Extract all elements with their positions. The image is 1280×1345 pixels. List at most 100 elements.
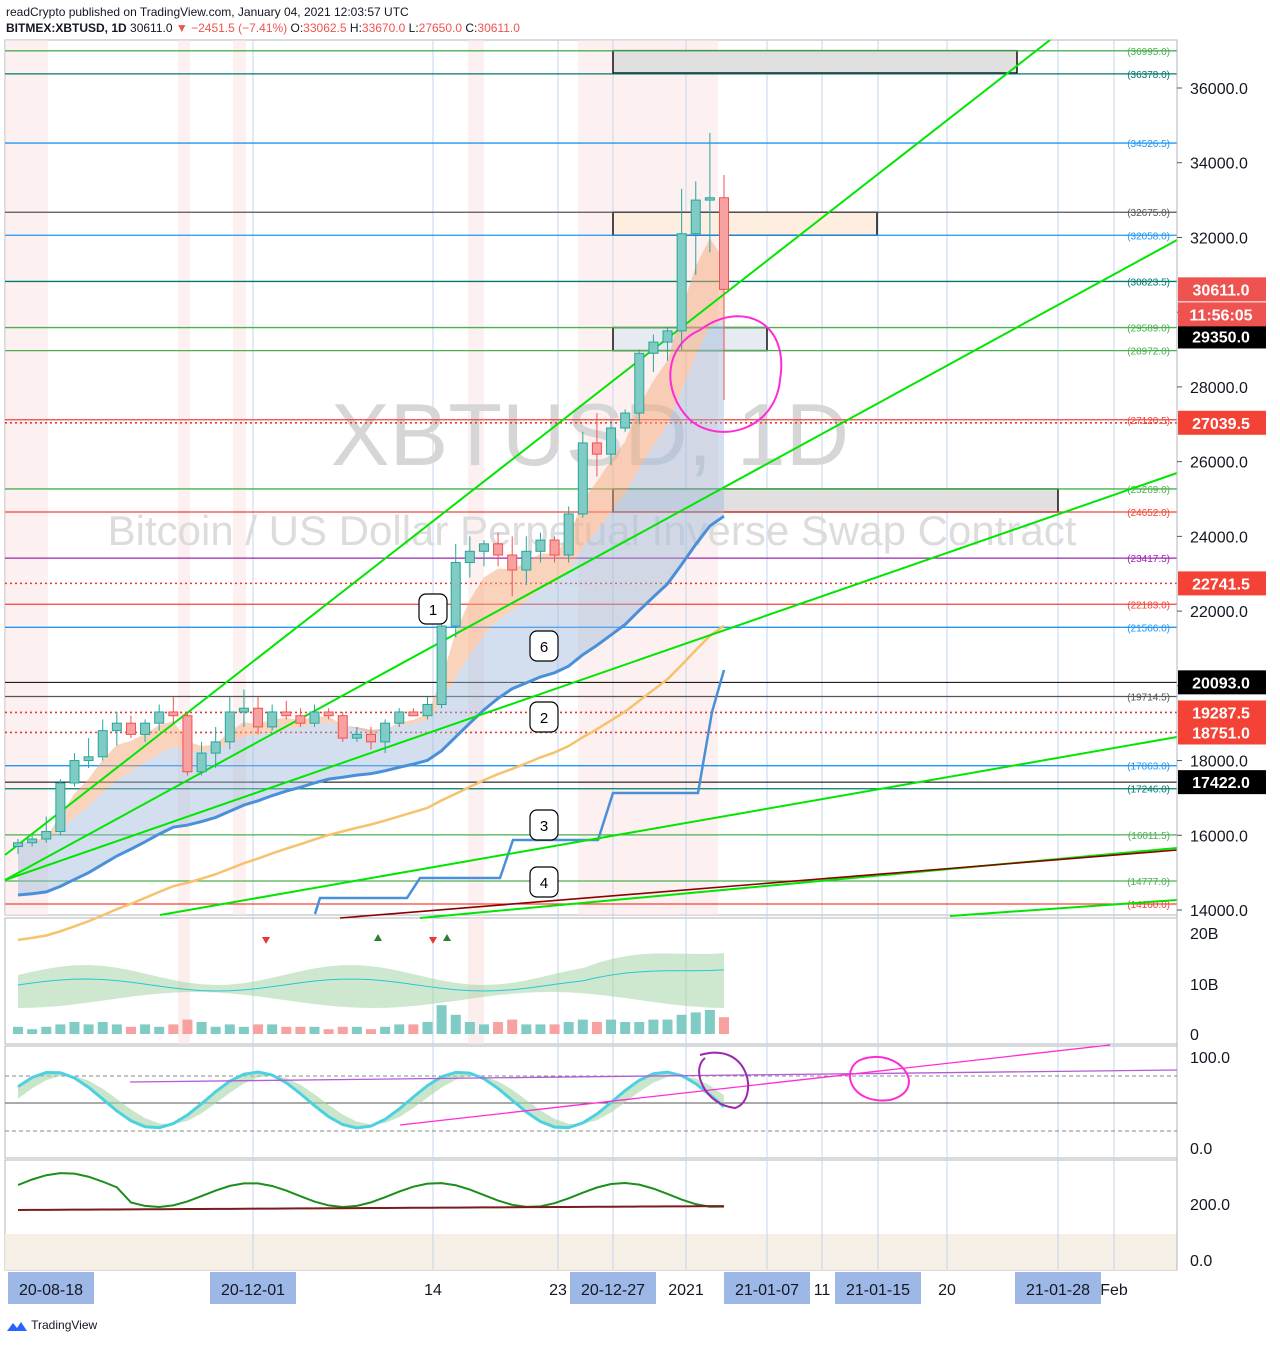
blue-ma-line[interactable] <box>17 514 725 897</box>
volume-bar[interactable] <box>210 1026 221 1034</box>
candle[interactable] <box>690 199 701 235</box>
volume-bar[interactable] <box>563 1022 574 1034</box>
price-tag[interactable] <box>1178 770 1266 795</box>
candle[interactable] <box>83 756 94 762</box>
volume-bar[interactable] <box>309 1026 320 1034</box>
candle[interactable] <box>125 722 136 735</box>
candle[interactable] <box>168 711 179 717</box>
volume-bar[interactable] <box>253 1024 264 1034</box>
volume-bar[interactable] <box>168 1024 179 1034</box>
volume-bar[interactable] <box>676 1014 687 1034</box>
volume-bar[interactable] <box>464 1022 475 1034</box>
time-highlight-tag[interactable] <box>835 1272 921 1304</box>
stoch-magenta-trendline[interactable] <box>399 1044 1111 1126</box>
volume-bar[interactable] <box>27 1029 38 1034</box>
candle[interactable] <box>676 233 687 332</box>
volume-bar[interactable] <box>648 1019 659 1034</box>
top-zone[interactable] <box>612 49 1018 74</box>
volume-bar[interactable] <box>478 1024 489 1034</box>
candle[interactable] <box>563 513 574 556</box>
volume-bar[interactable] <box>521 1024 532 1034</box>
candle[interactable] <box>41 831 52 840</box>
candle[interactable] <box>507 554 518 571</box>
candle[interactable] <box>394 711 405 724</box>
candle[interactable] <box>450 562 461 627</box>
volume-bar[interactable] <box>591 1022 602 1034</box>
price-tag[interactable] <box>1178 700 1266 725</box>
volume-bar[interactable] <box>196 1022 207 1034</box>
cci-line[interactable] <box>17 1172 725 1208</box>
volume-bar[interactable] <box>323 1029 334 1034</box>
candle[interactable] <box>154 711 165 724</box>
candle[interactable] <box>521 550 532 571</box>
stoch-k-line[interactable] <box>17 1070 725 1130</box>
wave-label-box[interactable] <box>418 593 448 625</box>
candle[interactable] <box>493 543 504 556</box>
candle[interactable] <box>620 412 631 429</box>
volume-bar[interactable] <box>351 1026 362 1034</box>
cci-signal-line[interactable] <box>17 1205 725 1211</box>
candle[interactable] <box>309 711 320 724</box>
candle[interactable] <box>380 722 391 743</box>
stoch-circle-annotation[interactable] <box>698 1051 750 1110</box>
volume-bar[interactable] <box>295 1026 306 1034</box>
price-tag[interactable] <box>1178 324 1266 349</box>
candle[interactable] <box>27 838 38 844</box>
candle[interactable] <box>366 733 376 743</box>
candle[interactable] <box>591 442 602 455</box>
time-highlight-tag[interactable] <box>210 1272 296 1304</box>
volume-bar[interactable] <box>55 1024 66 1034</box>
price-tag[interactable] <box>1178 571 1266 596</box>
dark-red-trendline[interactable] <box>339 849 1178 919</box>
candle[interactable] <box>337 715 348 739</box>
green-trendline[interactable] <box>159 736 1178 916</box>
volume-bar[interactable] <box>41 1026 52 1034</box>
candle[interactable] <box>436 625 447 706</box>
candle[interactable] <box>224 711 235 743</box>
candle[interactable] <box>140 722 151 735</box>
volume-bar[interactable] <box>267 1024 278 1034</box>
wave-label-box[interactable] <box>529 630 559 662</box>
price-tag[interactable] <box>1178 670 1266 695</box>
volume-bar[interactable] <box>662 1019 673 1034</box>
volume-bar[interactable] <box>634 1022 645 1034</box>
candle[interactable] <box>719 197 729 290</box>
volume-bar[interactable] <box>535 1024 546 1034</box>
time-highlight-tag[interactable] <box>1015 1272 1101 1304</box>
candle[interactable] <box>577 442 588 515</box>
candle[interactable] <box>55 782 66 833</box>
candle[interactable] <box>281 711 292 717</box>
orange-ma-line[interactable] <box>17 624 725 942</box>
green-trendline[interactable] <box>949 899 1178 917</box>
stoch-circle-annotation[interactable] <box>849 1056 910 1102</box>
price-axis[interactable] <box>1177 40 1280 1270</box>
candle[interactable] <box>253 707 264 728</box>
candle[interactable] <box>634 352 645 414</box>
candle[interactable] <box>351 733 362 739</box>
candle[interactable] <box>295 715 306 724</box>
volume-bar[interactable] <box>69 1022 80 1034</box>
volume-bar[interactable] <box>281 1026 292 1034</box>
volume-bar[interactable] <box>154 1026 165 1034</box>
volume-bar[interactable] <box>337 1026 348 1034</box>
stoch-trendline[interactable] <box>129 1069 1178 1083</box>
volume-bar[interactable] <box>380 1026 391 1034</box>
wave-label-box[interactable] <box>529 809 559 841</box>
green-trendline[interactable] <box>4 472 1178 881</box>
volume-bar[interactable] <box>238 1026 249 1034</box>
candle[interactable] <box>662 330 673 343</box>
candle[interactable] <box>210 741 221 754</box>
price-tag[interactable] <box>1178 277 1266 302</box>
symbol-label[interactable]: BITMEX:XBTUSD, 1D <box>6 21 127 35</box>
volume-bar[interactable] <box>97 1022 108 1034</box>
volume-bar[interactable] <box>450 1014 461 1034</box>
candle[interactable] <box>323 711 334 717</box>
candle[interactable] <box>535 539 546 552</box>
candle[interactable] <box>238 707 249 713</box>
candle[interactable] <box>182 715 193 773</box>
green-trendline[interactable] <box>4 239 1178 881</box>
volume-bar[interactable] <box>493 1022 504 1034</box>
candle[interactable] <box>648 341 659 354</box>
time-highlight-tag[interactable] <box>724 1272 810 1304</box>
